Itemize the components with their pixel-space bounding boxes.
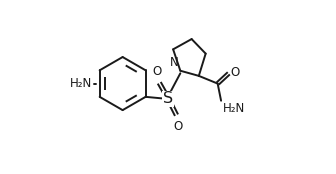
Text: O: O <box>153 65 162 78</box>
Text: O: O <box>230 66 240 79</box>
Text: H₂N: H₂N <box>223 102 245 115</box>
Text: H₂N: H₂N <box>70 77 92 90</box>
Text: N: N <box>170 56 178 69</box>
Text: O: O <box>174 120 183 133</box>
Text: S: S <box>163 92 173 106</box>
